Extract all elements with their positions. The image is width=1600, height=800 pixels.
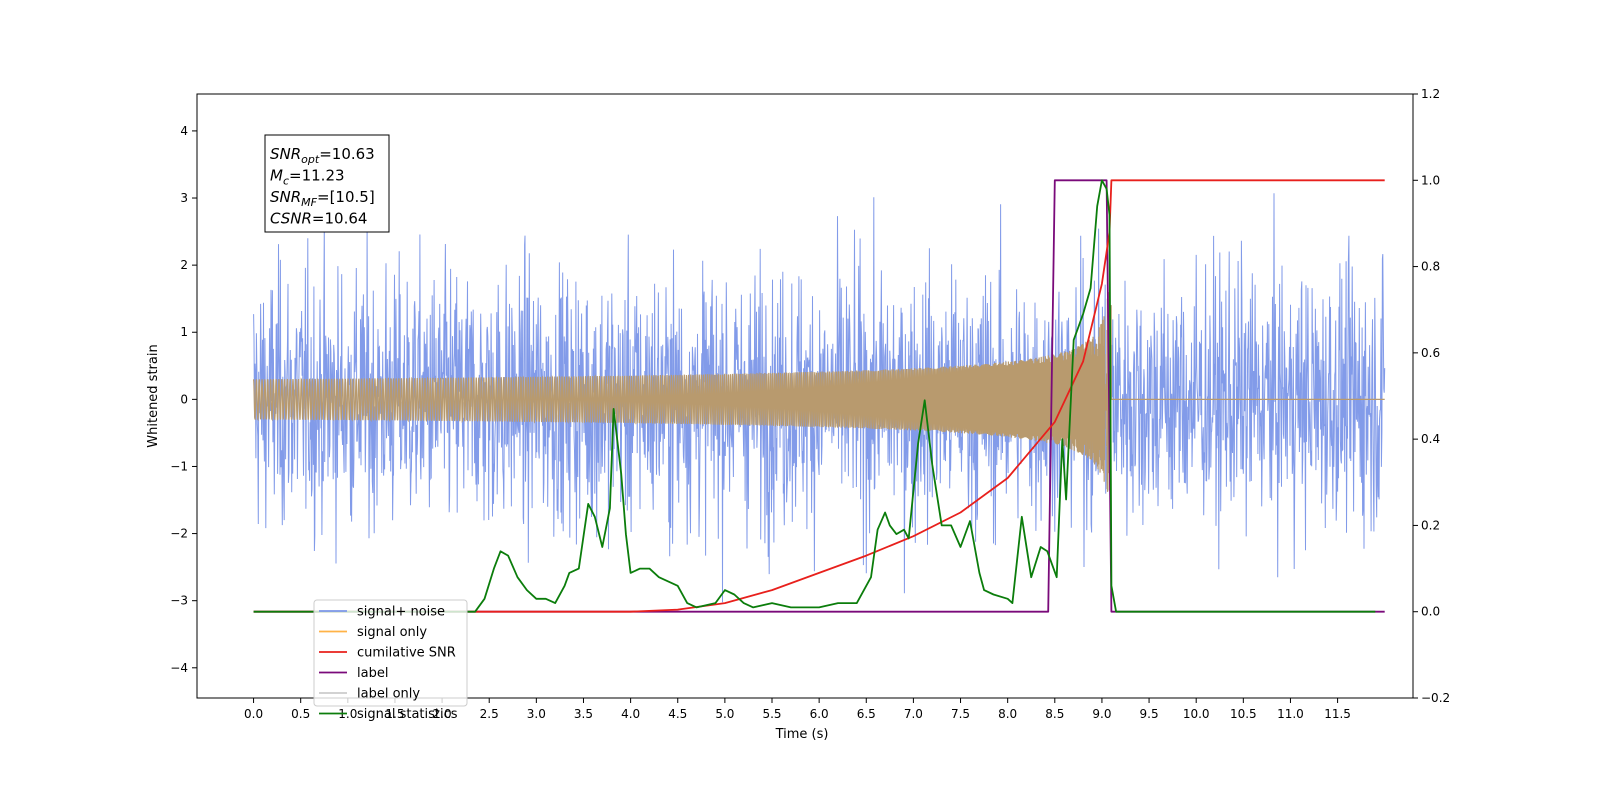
x-tick-label: 4.5 — [668, 707, 687, 721]
signal-only-series — [252, 291, 1385, 507]
y-tick-label: 0 — [180, 392, 188, 406]
annotation-symbol: CSNR — [270, 210, 312, 228]
y-tick-label: −2 — [170, 527, 188, 541]
y-tick-label: −4 — [170, 661, 188, 675]
x-tick-label: 7.5 — [951, 707, 970, 721]
y2-tick-label: 0.4 — [1421, 432, 1440, 446]
plot-layer — [252, 179, 1386, 613]
plot-frame — [196, 93, 1414, 699]
annotation-line: SNRopt=10.63 — [270, 145, 375, 166]
x-tick-label: 1.5 — [385, 707, 404, 721]
legend-label: signal+ noise — [357, 605, 445, 620]
x-tick-label: 10.5 — [1230, 707, 1257, 721]
annotation-symbol: SNR — [270, 145, 301, 163]
metrics-annotation: SNRopt=10.63Mc=11.23SNRMF=[10.5]CSNR=10.… — [264, 134, 390, 233]
signal-statistics-series — [253, 179, 1376, 613]
x-tick-label: 5.0 — [715, 707, 734, 721]
annotation-subscript: MF — [301, 196, 317, 209]
x-axis-ticks: 0.0 0.5 1.0 1.5 2.0 2.5 3.0 3.5 4.0 4.5 5.0 5.5 6.0 6… — [244, 698, 1351, 721]
x-tick-label: 8.0 — [998, 707, 1017, 721]
annotation-line: CSNR=10.64 — [270, 210, 367, 228]
x-tick-label: 6.0 — [810, 707, 829, 721]
annotation-subscript: opt — [301, 153, 320, 166]
legend-label: label only — [357, 687, 420, 702]
x-tick-label: 8.5 — [1045, 707, 1064, 721]
x-tick-label: 1.0 — [338, 707, 357, 721]
x-tick-label: 2.0 — [433, 707, 452, 721]
y-axis-ticks: 4 3 2 1 0 −1 −2 −3 −4 — [170, 124, 197, 675]
x-axis-label: Time (s) — [775, 727, 829, 742]
x-tick-label: 9.5 — [1140, 707, 1159, 721]
annotation-symbol: M — [270, 167, 283, 185]
x-tick-label: 2.5 — [480, 707, 499, 721]
signal-noise-series — [253, 193, 1386, 603]
y2-tick-label: 1.0 — [1421, 173, 1440, 187]
y2-tick-label: 0.0 — [1421, 605, 1440, 619]
y-axis-label: Whitened strain — [146, 344, 161, 447]
y2-tick-label: 0.6 — [1421, 346, 1440, 360]
annotation-box — [264, 134, 390, 233]
annotation-value: =10.64 — [312, 210, 368, 228]
annotation-value: =11.23 — [289, 167, 345, 185]
y2-tick-label: 1.2 — [1421, 87, 1440, 101]
y2-tick-label: −0.2 — [1421, 691, 1450, 705]
annotation-value: =[10.5] — [317, 188, 375, 206]
legend-label: label — [357, 666, 388, 681]
x-tick-label: 6.5 — [857, 707, 876, 721]
y2-axis-ticks: 1.2 1.0 0.8 0.6 0.4 0.2 0.0 −0.2 — [1413, 87, 1450, 705]
legend-label: signal only — [357, 625, 427, 640]
x-tick-label: 7.0 — [904, 707, 923, 721]
y-tick-label: 2 — [180, 258, 188, 272]
x-tick-label: 4.0 — [621, 707, 640, 721]
y-tick-label: 4 — [180, 124, 188, 138]
x-tick-label: 5.5 — [762, 707, 781, 721]
x-tick-label: 11.0 — [1277, 707, 1304, 721]
x-tick-label: 10.0 — [1183, 707, 1210, 721]
y-tick-label: 3 — [180, 191, 188, 205]
y-tick-label: −3 — [170, 594, 188, 608]
x-tick-label: 3.0 — [527, 707, 546, 721]
x-tick-label: 3.5 — [574, 707, 593, 721]
legend: signal+ noise signal only cumilative SNR la… — [313, 599, 468, 722]
x-tick-label: 0.0 — [244, 707, 263, 721]
annotation-value: =10.63 — [319, 145, 375, 163]
annotation-symbol: SNR — [270, 188, 301, 206]
y2-tick-label: 0.8 — [1421, 260, 1440, 274]
y-tick-label: −1 — [170, 459, 188, 473]
annotation-subscript: c — [283, 175, 289, 188]
x-tick-label: 9.0 — [1092, 707, 1111, 721]
x-tick-label: 0.5 — [291, 707, 310, 721]
annotation-line: Mc=11.23 — [270, 167, 345, 188]
legend-label: signal statistics — [357, 707, 458, 722]
y-tick-label: 1 — [180, 325, 188, 339]
annotation-line: SNRMF=[10.5] — [270, 188, 375, 209]
x-tick-label: 11.5 — [1324, 707, 1351, 721]
y2-tick-label: 0.2 — [1421, 518, 1440, 532]
legend-label: cumilative SNR — [357, 646, 456, 661]
legend-box — [313, 599, 468, 707]
